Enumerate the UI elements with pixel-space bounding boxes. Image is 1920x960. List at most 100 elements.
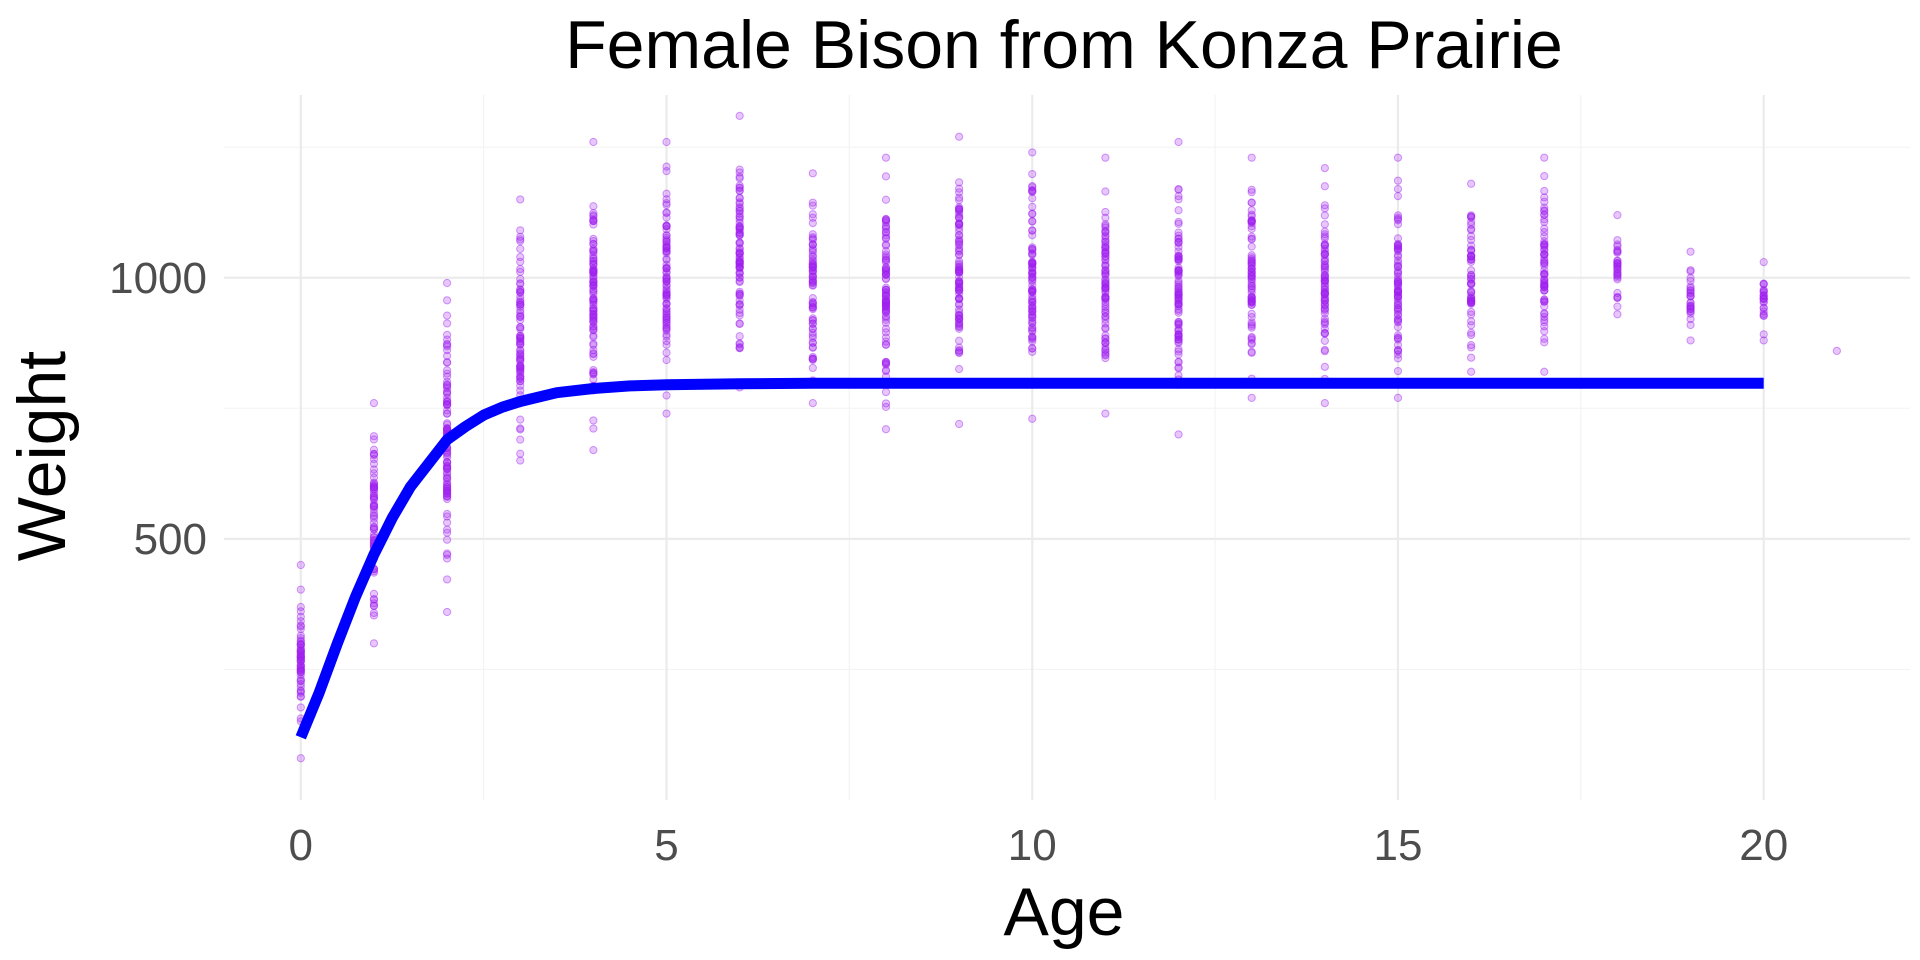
data-point: [1101, 351, 1110, 360]
data-point: [1174, 363, 1183, 372]
data-point: [881, 270, 891, 279]
data-point: [1101, 187, 1110, 196]
data-point: [735, 228, 744, 237]
data-point: [1540, 240, 1549, 249]
data-point: [1247, 185, 1256, 194]
data-point: [442, 319, 452, 328]
data-point: [1174, 255, 1183, 264]
data-point: [296, 692, 305, 701]
data-point: [589, 365, 598, 375]
data-point: [662, 348, 671, 357]
data-point: [1028, 295, 1037, 304]
data-point: [1540, 281, 1549, 291]
data-point: [1540, 269, 1549, 279]
data-point: [1393, 284, 1403, 294]
data-point: [735, 247, 744, 256]
data-point: [735, 206, 744, 215]
data-point: [1101, 302, 1110, 311]
data-point: [1174, 364, 1183, 373]
data-point: [955, 265, 964, 274]
data-point: [1759, 286, 1768, 295]
data-point: [1467, 328, 1476, 337]
data-point: [1540, 210, 1549, 219]
data-point: [442, 464, 452, 473]
data-point: [1174, 335, 1183, 344]
data-point: [1247, 242, 1256, 251]
data-point: [735, 256, 744, 265]
data-point: [442, 480, 452, 490]
data-point: [1540, 281, 1549, 290]
data-point: [1101, 237, 1110, 247]
data-point: [662, 311, 671, 320]
data-point: [735, 258, 744, 267]
data-point: [1174, 238, 1183, 247]
data-point: [1393, 279, 1403, 288]
data-point: [442, 462, 452, 471]
data-point: [516, 415, 525, 424]
data-point: [296, 640, 305, 649]
data-point: [1320, 249, 1329, 258]
data-point: [735, 289, 744, 298]
data-point: [442, 409, 452, 418]
data-point: [1028, 216, 1037, 226]
data-point: [1028, 319, 1037, 328]
data-point: [1467, 297, 1476, 306]
data-point: [589, 294, 598, 303]
data-point: [955, 188, 964, 197]
data-point: [1101, 278, 1110, 287]
data-point: [1028, 185, 1037, 195]
data-point: [955, 265, 964, 274]
data-point: [1320, 301, 1329, 310]
data-point: [1613, 302, 1622, 311]
data-point: [1101, 223, 1110, 232]
data-point: [1174, 285, 1183, 294]
data-point: [442, 424, 452, 433]
data-point: [589, 310, 598, 319]
data-point: [1174, 251, 1183, 261]
data-point: [1320, 317, 1329, 326]
data-point: [662, 242, 671, 251]
data-point: [589, 326, 598, 335]
data-point: [808, 333, 817, 342]
data-point: [442, 470, 452, 479]
data-point: [1613, 258, 1622, 267]
data-point: [1467, 255, 1476, 264]
data-point: [881, 265, 891, 274]
data-point: [955, 268, 964, 277]
data-point: [1320, 276, 1329, 285]
data-point: [1467, 224, 1476, 234]
data-point: [808, 305, 817, 314]
data-point: [1320, 276, 1329, 285]
data-point: [955, 265, 964, 274]
data-point: [1174, 252, 1183, 261]
data-point: [955, 310, 964, 320]
data-point: [589, 322, 598, 331]
data-point: [1247, 272, 1256, 281]
data-point: [516, 435, 525, 444]
data-point: [881, 274, 891, 283]
data-point: [1101, 245, 1110, 254]
data-point: [1393, 252, 1403, 261]
data-point: [735, 308, 744, 318]
data-point: [296, 621, 305, 630]
data-point: [662, 391, 671, 400]
data-point: [1247, 313, 1256, 322]
data-point: [808, 278, 817, 287]
data-point: [1686, 292, 1695, 301]
data-point: [955, 267, 964, 276]
data-point: [442, 512, 452, 521]
data-point: [1174, 332, 1183, 342]
data-point: [662, 264, 671, 273]
data-point: [735, 319, 744, 329]
data-point: [442, 494, 452, 504]
data-point: [881, 292, 891, 301]
data-point: [1320, 244, 1329, 254]
data-point: [1101, 305, 1110, 314]
data-point: [1320, 204, 1329, 213]
data-point: [808, 302, 817, 311]
data-point: [296, 643, 305, 652]
data-point: [1320, 318, 1329, 327]
data-point: [1028, 266, 1037, 275]
data-point: [1028, 286, 1037, 296]
data-point: [662, 189, 671, 198]
